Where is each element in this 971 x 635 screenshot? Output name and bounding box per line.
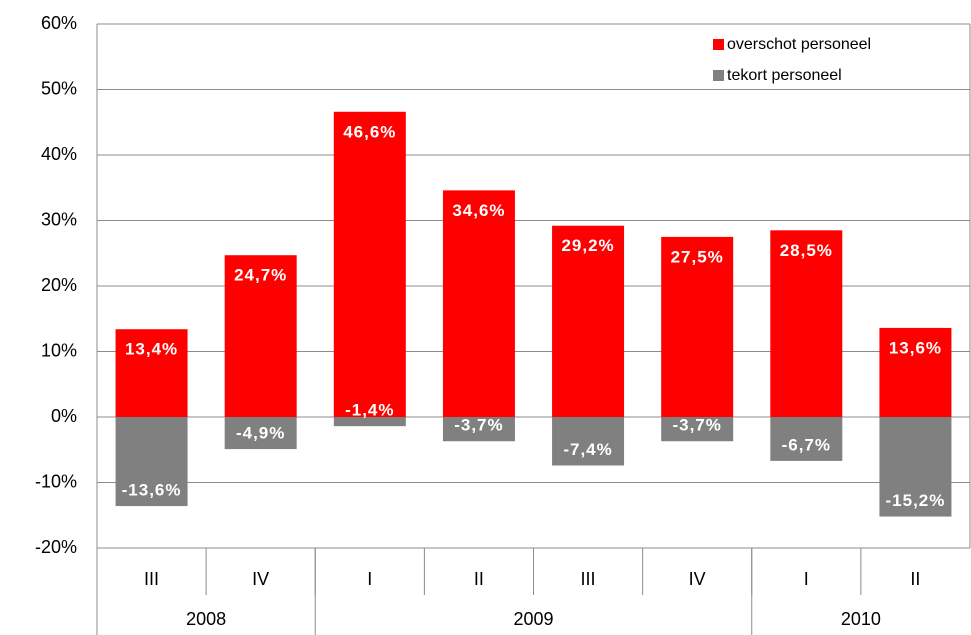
data-label: 46,6%: [343, 122, 396, 141]
data-label: 24,7%: [234, 266, 287, 285]
x-tick-label: I: [804, 569, 809, 589]
bar: [879, 417, 952, 517]
group-label: 2010: [841, 609, 881, 629]
y-tick-label: 30%: [41, 209, 77, 229]
data-label: 28,5%: [780, 241, 833, 260]
data-label: 34,6%: [452, 201, 505, 220]
y-tick-label: -20%: [35, 537, 77, 557]
x-tick-label: III: [581, 569, 596, 589]
bar: [115, 417, 188, 507]
bar: [552, 417, 625, 466]
y-tick-label: 0%: [51, 406, 77, 426]
bar: [115, 329, 188, 417]
bar: [333, 111, 406, 418]
data-label: -1,4%: [345, 401, 394, 420]
x-tick-label: IV: [689, 569, 706, 589]
bar: [333, 417, 406, 427]
x-tick-label: I: [367, 569, 372, 589]
y-tick-label: 40%: [41, 144, 77, 164]
legend-label: overschot personeel: [727, 36, 871, 53]
data-label: 13,6%: [889, 338, 942, 357]
data-label: -3,7%: [454, 416, 503, 435]
x-tick-label: II: [910, 569, 920, 589]
data-label: -3,7%: [672, 416, 721, 435]
data-label: 27,5%: [671, 247, 724, 266]
legend-swatch: [713, 39, 724, 50]
bar: [224, 417, 297, 450]
legend-swatch: [713, 70, 724, 81]
bar: [879, 327, 952, 417]
data-label: -6,7%: [782, 435, 831, 454]
y-tick-label: 20%: [41, 275, 77, 295]
data-label: -4,9%: [236, 424, 285, 443]
data-label: 13,4%: [125, 340, 178, 359]
legend-label: tekort personeel: [727, 67, 842, 84]
bar: [661, 236, 734, 417]
x-tick-label: II: [474, 569, 484, 589]
y-tick-label: -10%: [35, 471, 77, 491]
bar: [552, 225, 625, 417]
y-tick-label: 10%: [41, 340, 77, 360]
data-label: -15,2%: [886, 491, 946, 510]
data-label: -7,4%: [563, 440, 612, 459]
y-tick-label: 50%: [41, 78, 77, 98]
bar: [661, 417, 734, 442]
bar: [770, 230, 843, 417]
group-label: 2008: [186, 609, 226, 629]
bar: [442, 190, 515, 417]
x-tick-label: IV: [252, 569, 269, 589]
data-label: 29,2%: [561, 236, 614, 255]
bar: [224, 255, 297, 417]
group-label: 2009: [513, 609, 553, 629]
y-tick-label: 60%: [41, 13, 77, 33]
bar: [770, 417, 843, 461]
bar: [442, 417, 515, 442]
data-label: -13,6%: [122, 481, 182, 500]
x-tick-label: III: [144, 569, 159, 589]
